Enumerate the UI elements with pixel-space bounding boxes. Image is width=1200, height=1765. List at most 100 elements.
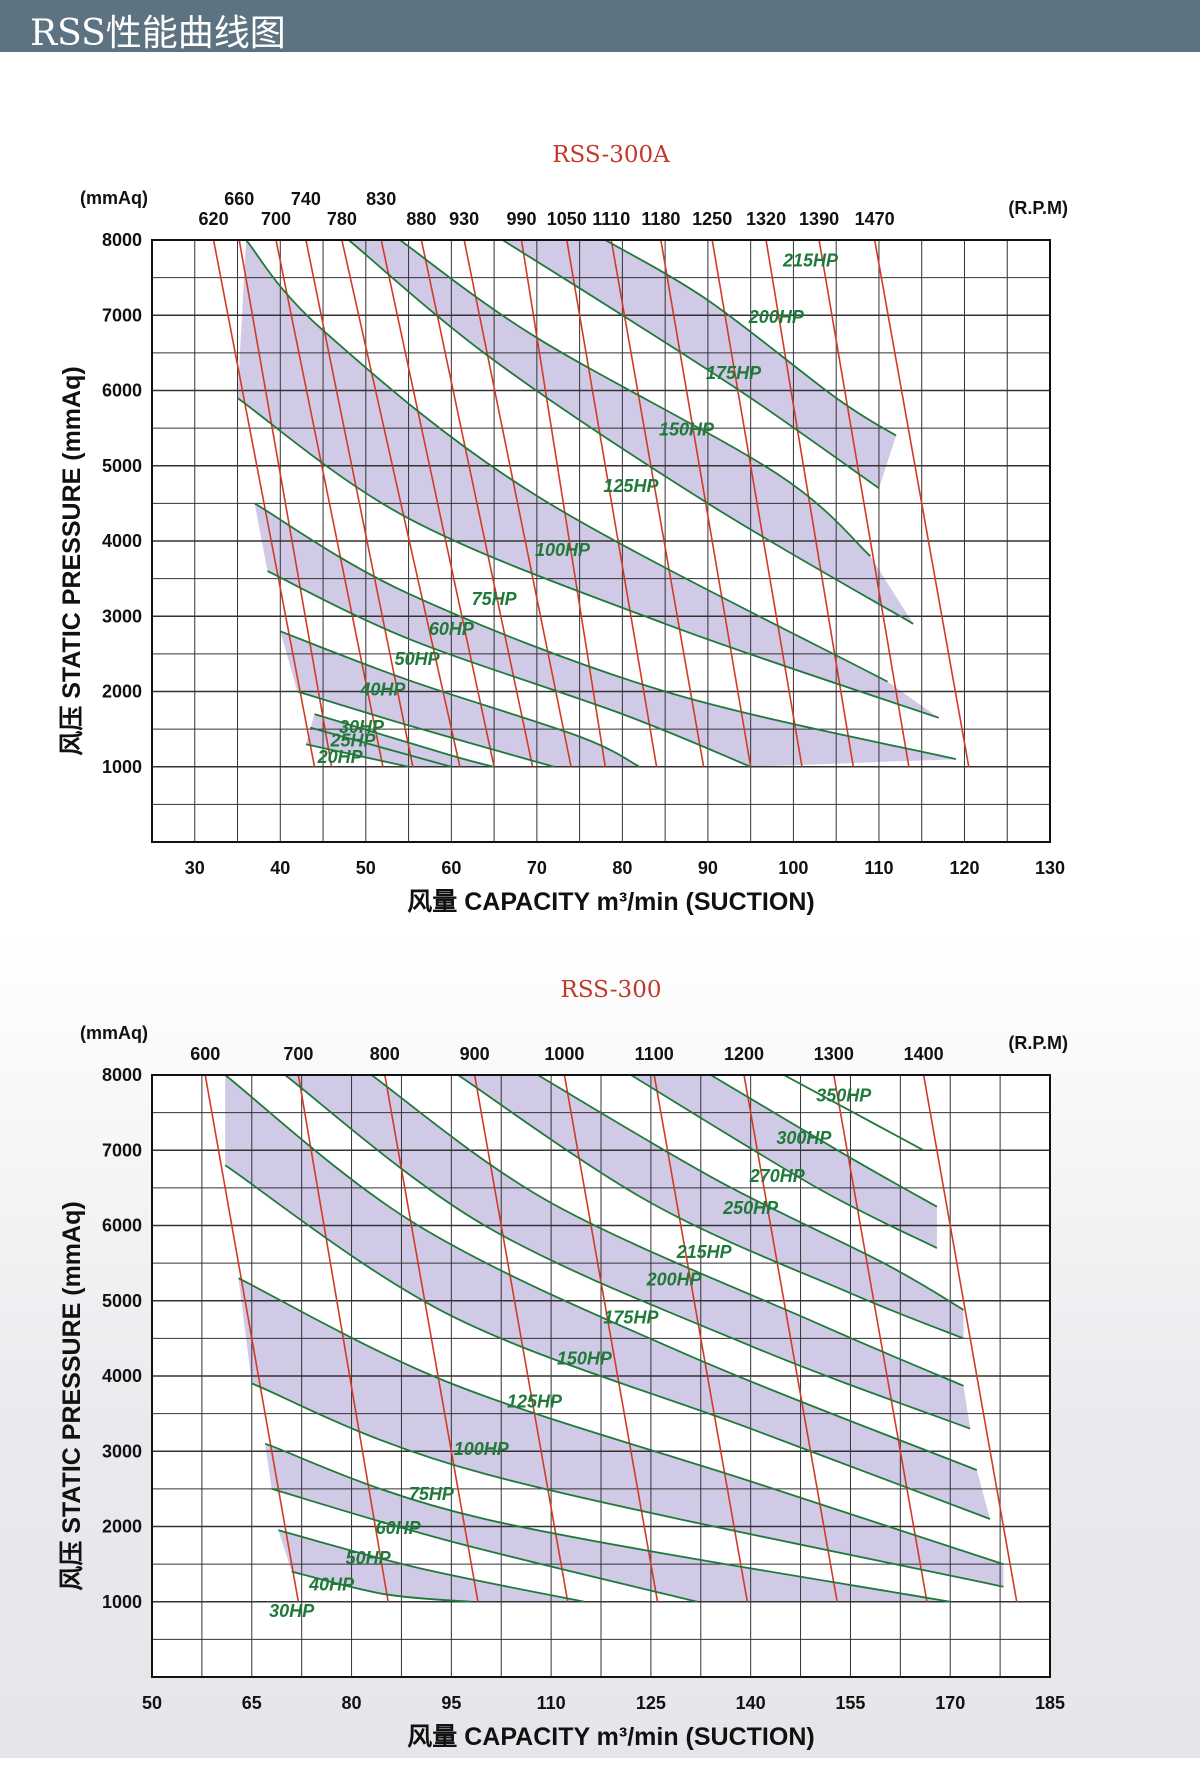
x-tick-label: 40 <box>270 858 290 878</box>
hp-label-20HP: 20HP <box>317 747 364 767</box>
x-tick-label: 65 <box>242 1693 262 1713</box>
rpm-line-1050 <box>566 240 658 767</box>
hp-label-270HP: 270HP <box>749 1166 806 1186</box>
hp-label-100HP: 100HP <box>535 540 591 560</box>
rpm-line-1300 <box>833 1075 928 1602</box>
hp-label-40HP: 40HP <box>308 1574 355 1594</box>
y-tick-label: 1000 <box>102 1592 142 1612</box>
rpm-label-780: 780 <box>327 209 357 229</box>
hp-curve-50HP <box>279 630 640 768</box>
rpm-unit-label: (R.P.M) <box>1008 1033 1068 1053</box>
hp-curve-60HP <box>267 570 752 768</box>
rpm-line-830 <box>380 240 495 767</box>
x-tick-label: 140 <box>736 1693 766 1713</box>
rpm-unit-label: (R.P.M) <box>1008 198 1068 218</box>
y-tick-label: 4000 <box>102 1366 142 1386</box>
rpm-label-1000: 1000 <box>544 1044 584 1064</box>
x-tick-label: 120 <box>949 858 979 878</box>
band-215HP-250HP <box>458 1075 964 1339</box>
x-tick-label: 60 <box>441 858 461 878</box>
y-tick-label: 6000 <box>102 1216 142 1236</box>
x-tick-label: 125 <box>636 1693 666 1713</box>
rpm-label-1470: 1470 <box>855 209 895 229</box>
hp-label-125HP: 125HP <box>603 476 659 496</box>
hp-curve-100HP <box>238 1277 1004 1565</box>
rpm-label-880: 880 <box>406 209 436 229</box>
hp-curve-150HP <box>224 1075 978 1471</box>
hp-label-175HP: 175HP <box>706 363 762 383</box>
hp-curve-75HP <box>251 1382 1004 1588</box>
x-axis-label-en: CAPACITY m³/min (SUCTION) <box>464 888 814 916</box>
x-tick-label: 185 <box>1035 1693 1065 1713</box>
rpm-line-1390 <box>818 240 910 767</box>
hp-curve-200HP <box>370 1075 964 1387</box>
x-tick-label: 110 <box>864 858 893 878</box>
hp-curve-125HP <box>245 240 888 683</box>
hp-curve-215HP <box>457 1075 964 1340</box>
rpm-line-700 <box>297 1075 389 1602</box>
rpm-line-740 <box>305 240 414 767</box>
band-50HP-60HP <box>265 1443 951 1602</box>
rpm-line-1000 <box>563 1075 659 1602</box>
y-unit-label: (mmAq) <box>80 188 148 208</box>
rpm-line-1180 <box>660 240 752 767</box>
rpm-label-740: 740 <box>291 189 321 209</box>
band-40HP-50HP <box>280 631 640 767</box>
x-tick-label: 130 <box>1035 858 1065 878</box>
hp-curve-40HP <box>278 1529 585 1603</box>
hp-curve-270HP <box>630 1075 938 1249</box>
hp-curve-20HP <box>305 743 409 768</box>
x-axis-label-en: CAPACITY m³/min (SUCTION) <box>464 1723 814 1751</box>
rpm-label-700: 700 <box>283 1044 313 1064</box>
hp-curve-300HP <box>710 1075 938 1208</box>
hp-curve-50HP <box>271 1488 698 1603</box>
y-tick-label: 2000 <box>102 1517 142 1537</box>
rpm-label-660: 660 <box>224 189 254 209</box>
x-tick-label: 170 <box>935 1693 965 1713</box>
hp-curve-60HP <box>264 1442 951 1603</box>
hp-label-250HP: 250HP <box>722 1198 779 1218</box>
rpm-label-900: 900 <box>460 1044 490 1064</box>
y-unit-label: (mmAq) <box>80 1023 148 1043</box>
rpm-label-930: 930 <box>449 209 479 229</box>
band-30HP-40HP <box>278 1530 585 1602</box>
plot-frame <box>151 239 1051 843</box>
y-tick-label: 5000 <box>102 1291 142 1311</box>
y-tick-label: 1000 <box>102 757 142 777</box>
hp-label-75HP: 75HP <box>409 1484 455 1504</box>
rpm-label-1390: 1390 <box>799 209 839 229</box>
hp-label-150HP: 150HP <box>659 420 715 440</box>
hp-label-200HP: 200HP <box>748 307 805 327</box>
hp-curve-350HP <box>783 1075 925 1152</box>
hp-label-300HP: 300HP <box>776 1128 832 1148</box>
rpm-label-1300: 1300 <box>814 1044 854 1064</box>
rpm-line-660 <box>238 240 333 767</box>
rpm-label-830: 830 <box>366 189 396 209</box>
rpm-label-1050: 1050 <box>547 209 587 229</box>
rpm-line-780 <box>341 240 461 767</box>
hp-curve-200HP <box>502 240 880 490</box>
rpm-line-700 <box>275 240 384 767</box>
hp-curve-150HP <box>348 240 914 625</box>
x-axis-label-cn: 风量 <box>407 888 464 916</box>
rpm-label-1200: 1200 <box>724 1044 764 1064</box>
y-tick-label: 8000 <box>102 230 142 250</box>
band-100HP-125HP <box>237 240 939 718</box>
rpm-label-1400: 1400 <box>904 1044 944 1064</box>
rpm-label-700: 700 <box>261 209 291 229</box>
hp-label-75HP: 75HP <box>472 589 518 609</box>
hp-label-40HP: 40HP <box>359 679 406 699</box>
hp-curve-25HP <box>309 726 452 768</box>
hp-curve-75HP <box>254 502 957 761</box>
y-axis-label: 风压 STATIC PRESSURE (mmAq) <box>58 1201 86 1590</box>
hp-curve-175HP <box>284 1075 971 1430</box>
chart-rss-300: RSS-300 (mmAq) (R.P.M) 600 700 800 900 1000 1100… <box>58 977 1068 1751</box>
hp-curve-30HP <box>291 1570 472 1603</box>
hp-label-350HP: 350HP <box>816 1085 872 1105</box>
x-tick-label: 70 <box>527 858 547 878</box>
rpm-label-1320: 1320 <box>746 209 786 229</box>
rpm-line-1470 <box>873 240 970 767</box>
hp-label-25HP: 25HP <box>329 730 376 750</box>
rpm-label-1250: 1250 <box>692 209 732 229</box>
